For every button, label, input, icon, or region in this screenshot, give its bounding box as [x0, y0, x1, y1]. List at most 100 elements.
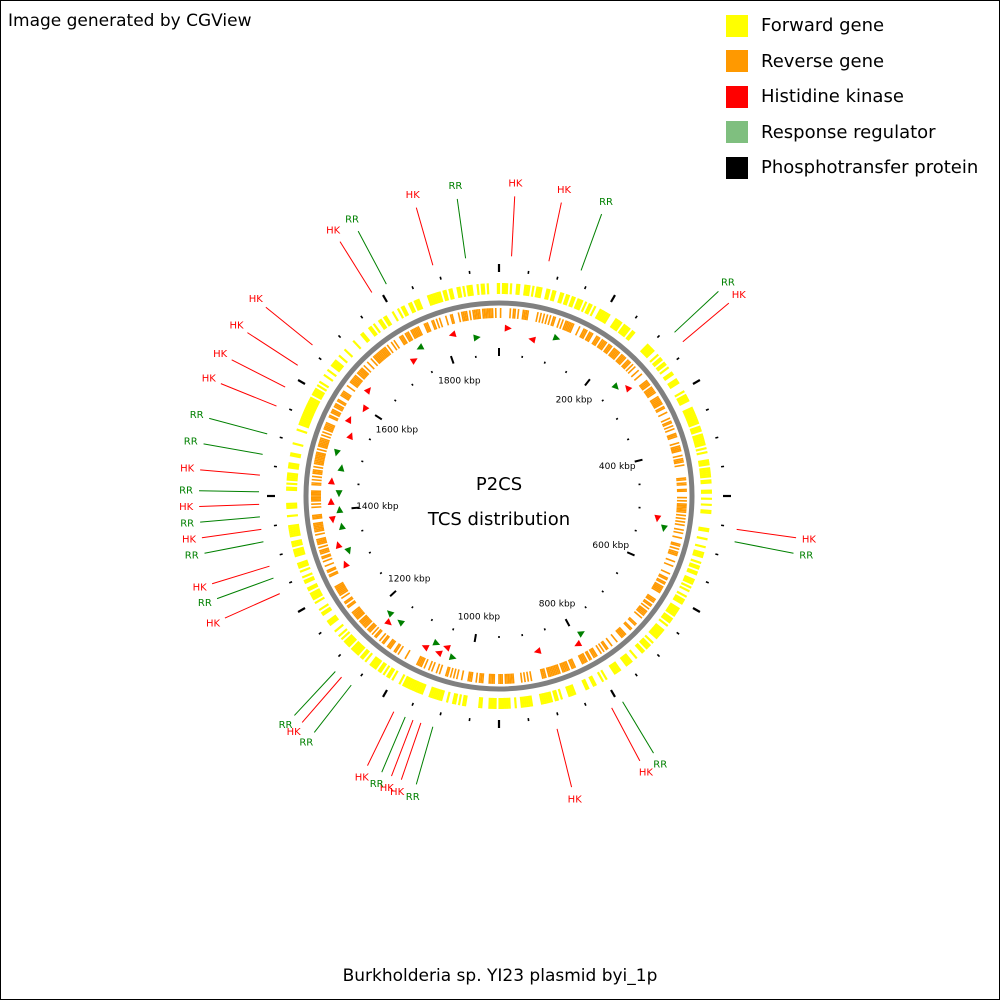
- forward-gene-mark: [292, 546, 304, 552]
- outer-tick: [360, 315, 364, 319]
- reverse-gene-mark: [314, 529, 325, 533]
- reverse-gene-mark: [353, 608, 363, 617]
- callout-line: [415, 207, 434, 266]
- reverse-gene-mark: [323, 427, 334, 433]
- forward-gene-mark: [333, 360, 343, 370]
- reverse-gene-mark: [315, 454, 326, 459]
- forward-gene-mark: [698, 528, 710, 533]
- reverse-gene-mark: [562, 320, 568, 331]
- reverse-gene-mark: [646, 594, 656, 602]
- forward-gene-mark: [682, 578, 694, 585]
- reverse-gene-mark: [363, 364, 372, 373]
- forward-gene-mark: [699, 469, 711, 473]
- forward-gene-mark: [665, 608, 676, 617]
- reverse-gene-mark: [642, 599, 652, 608]
- reverse-gene-mark: [616, 628, 625, 638]
- reverse-gene-mark: [660, 569, 671, 575]
- forward-gene-mark: [426, 294, 433, 307]
- callout-line: [247, 332, 298, 366]
- center-title: P2CS: [476, 474, 522, 495]
- forward-gene-mark: [684, 412, 696, 419]
- reverse-gene-mark: [328, 414, 339, 421]
- forward-gene-mark: [508, 697, 511, 709]
- reverse-gene-mark: [486, 308, 489, 319]
- forward-gene-mark: [557, 292, 563, 304]
- reverse-gene-mark: [522, 309, 526, 320]
- reverse-gene-mark: [600, 641, 608, 651]
- reverse-gene-mark: [551, 316, 557, 327]
- reverse-gene-mark: [401, 334, 409, 344]
- reverse-gene-mark: [455, 669, 460, 680]
- callout-line: [339, 241, 373, 293]
- reverse-gene-mark: [564, 321, 571, 332]
- forward-gene-mark: [696, 451, 708, 456]
- callout-line: [357, 230, 387, 285]
- forward-gene-mark: [304, 577, 316, 585]
- forward-gene-mark: [621, 655, 630, 666]
- reverse-gene-mark: [311, 513, 323, 517]
- forward-gene-mark: [307, 400, 319, 408]
- forward-gene-mark: [530, 285, 535, 297]
- forward-gene-mark: [379, 662, 388, 674]
- ruler-tick: [564, 618, 571, 627]
- reverse-gene-mark: [483, 308, 486, 319]
- forward-gene-mark: [314, 596, 325, 605]
- legend-item-reverse-gene: Reverse gene: [726, 44, 978, 80]
- reverse-gene-mark: [324, 424, 335, 431]
- outer-tick: [297, 379, 306, 385]
- forward-gene-mark: [409, 679, 416, 691]
- ruler-tick: [473, 633, 477, 643]
- reverse-gene-mark: [646, 391, 657, 399]
- forward-gene-mark: [700, 509, 712, 513]
- reverse-gene-mark: [457, 312, 462, 323]
- reverse-gene-mark: [386, 638, 394, 648]
- forward-gene-mark: [699, 471, 711, 475]
- forward-gene-mark: [648, 630, 659, 640]
- forward-gene-mark: [678, 399, 690, 407]
- hk-label: HK: [193, 583, 208, 594]
- forward-gene-mark: [290, 538, 303, 544]
- forward-gene-mark: [356, 646, 366, 656]
- hk-marker: [574, 639, 583, 647]
- forward-gene-mark: [327, 616, 338, 625]
- forward-gene-mark: [293, 548, 305, 554]
- forward-gene-mark: [639, 343, 650, 353]
- forward-gene-mark: [673, 595, 685, 604]
- forward-gene-mark: [331, 362, 342, 371]
- reverse-gene-mark: [512, 673, 515, 684]
- forward-gene-mark: [302, 411, 314, 418]
- reverse-gene-mark: [326, 567, 337, 574]
- forward-gene-mark: [326, 614, 337, 623]
- forward-gene-mark: [353, 643, 363, 654]
- reverse-gene-mark: [673, 530, 684, 535]
- callout-line: [580, 213, 603, 271]
- callout-line: [548, 202, 562, 262]
- reverse-gene-mark: [535, 311, 539, 323]
- callout-line: [220, 383, 277, 407]
- reverse-gene-mark: [596, 338, 604, 349]
- forward-gene-mark: [374, 659, 383, 670]
- rr-label: RR: [653, 759, 667, 770]
- reverse-gene-mark: [526, 671, 530, 682]
- forward-gene-mark: [292, 442, 304, 448]
- forward-gene-mark: [697, 459, 710, 464]
- forward-gene-mark: [653, 358, 663, 368]
- ruler-tick: [543, 628, 546, 631]
- hk-marker: [343, 560, 350, 569]
- reverse-gene-mark: [375, 629, 383, 639]
- reverse-gene-mark: [633, 373, 643, 382]
- reverse-gene-mark: [324, 561, 335, 568]
- reverse-gene-mark: [470, 671, 474, 683]
- forward-gene-mark: [414, 681, 422, 693]
- forward-gene-mark: [573, 298, 580, 310]
- rr-marker: [473, 334, 481, 342]
- reverse-gene-mark: [418, 656, 425, 667]
- forward-gene-mark: [311, 392, 323, 401]
- forward-gene-mark: [645, 349, 655, 359]
- reverse-gene-mark: [314, 456, 326, 460]
- reverse-gene-mark: [424, 322, 431, 333]
- ruler-tick: [615, 571, 619, 575]
- outer-tick: [318, 631, 322, 635]
- cgview-credit: Image generated by CGView: [8, 11, 252, 31]
- outer-tick: [583, 702, 587, 707]
